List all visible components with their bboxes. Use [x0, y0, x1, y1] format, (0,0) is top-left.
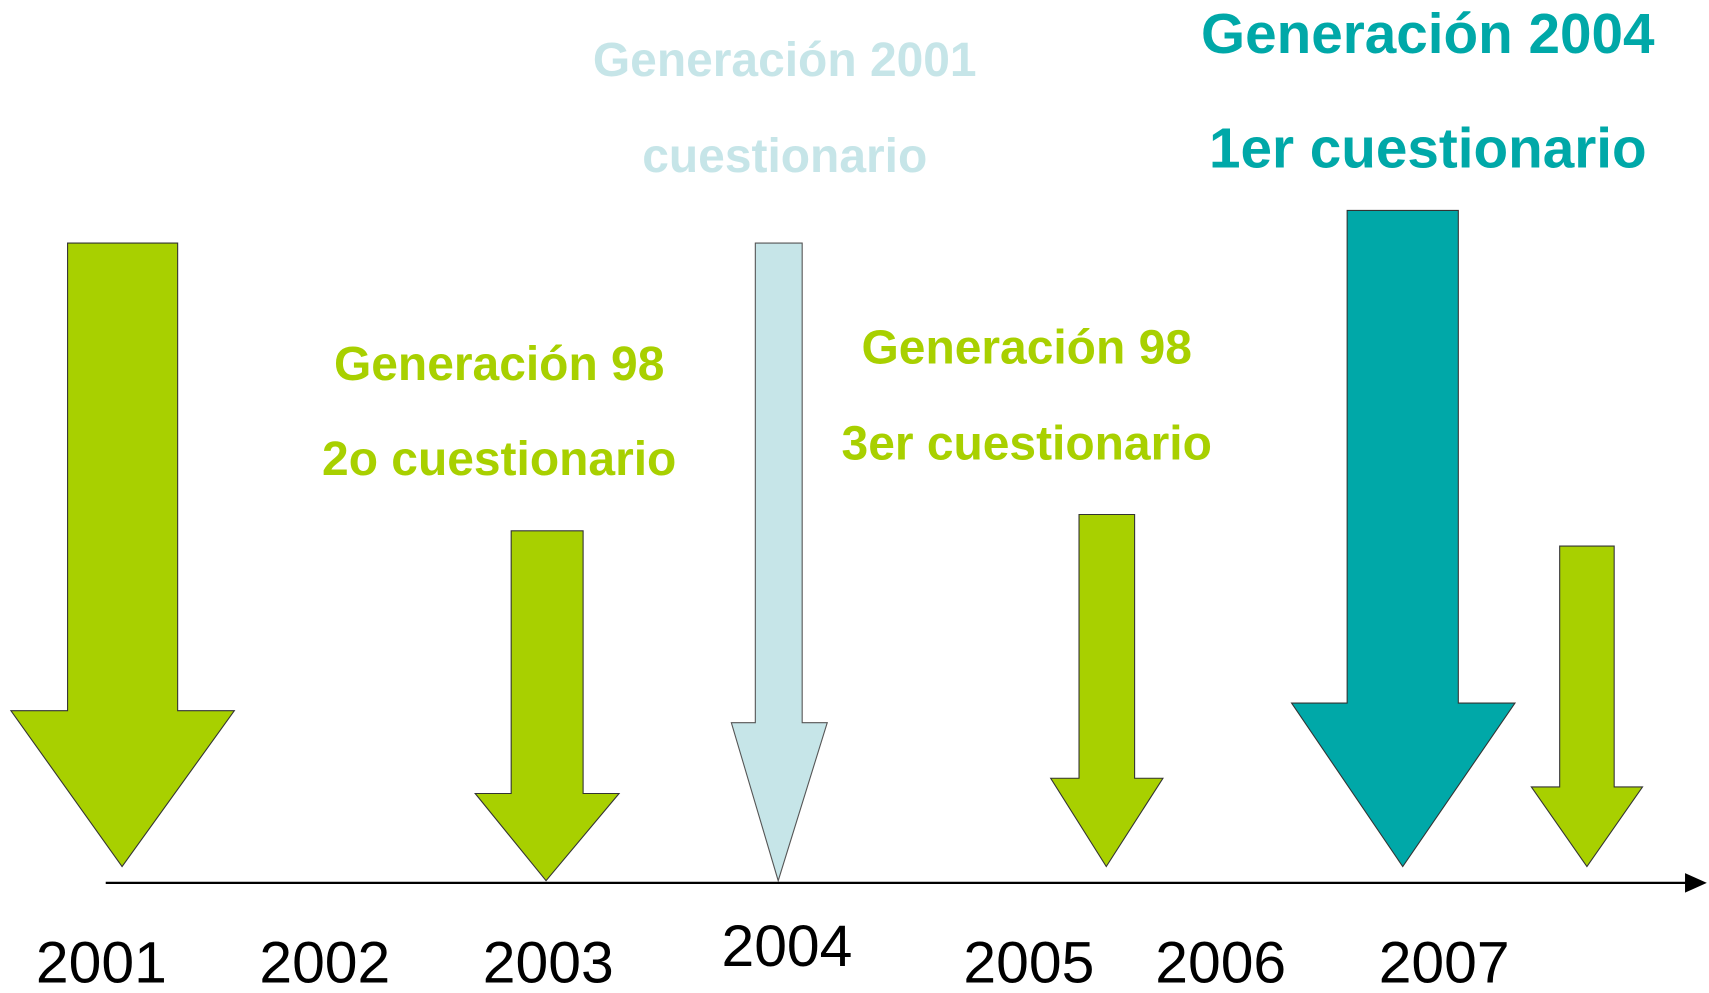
arrow — [474, 530, 621, 882]
label-subtitle: 2o cuestionario — [322, 433, 676, 486]
arrow — [1049, 513, 1164, 868]
label-title: Generación 2001 — [593, 34, 977, 87]
arrows — [9, 209, 1644, 883]
year-label: 2003 — [483, 930, 614, 993]
arrow — [1530, 545, 1644, 868]
axis-arrowhead — [1685, 873, 1707, 893]
arrow — [730, 242, 828, 883]
year-label: 2004 — [721, 914, 852, 979]
label-title: Generación 2004 — [1201, 3, 1655, 66]
year-label: 2002 — [259, 930, 390, 993]
year-label: 2006 — [1155, 930, 1286, 993]
year-label: 2007 — [1379, 930, 1510, 993]
label-title: Generación 98 — [862, 322, 1192, 375]
arrow — [1290, 209, 1517, 868]
label-subtitle: cuestionario — [642, 130, 927, 183]
label-title: Generación 98 — [334, 338, 664, 391]
label-subtitle: 1er cuestionario — [1209, 118, 1647, 181]
year-label: 2005 — [963, 930, 1094, 993]
arrow — [9, 242, 236, 868]
label-subtitle: 3er cuestionario — [842, 418, 1212, 471]
year-label: 2001 — [36, 930, 167, 993]
